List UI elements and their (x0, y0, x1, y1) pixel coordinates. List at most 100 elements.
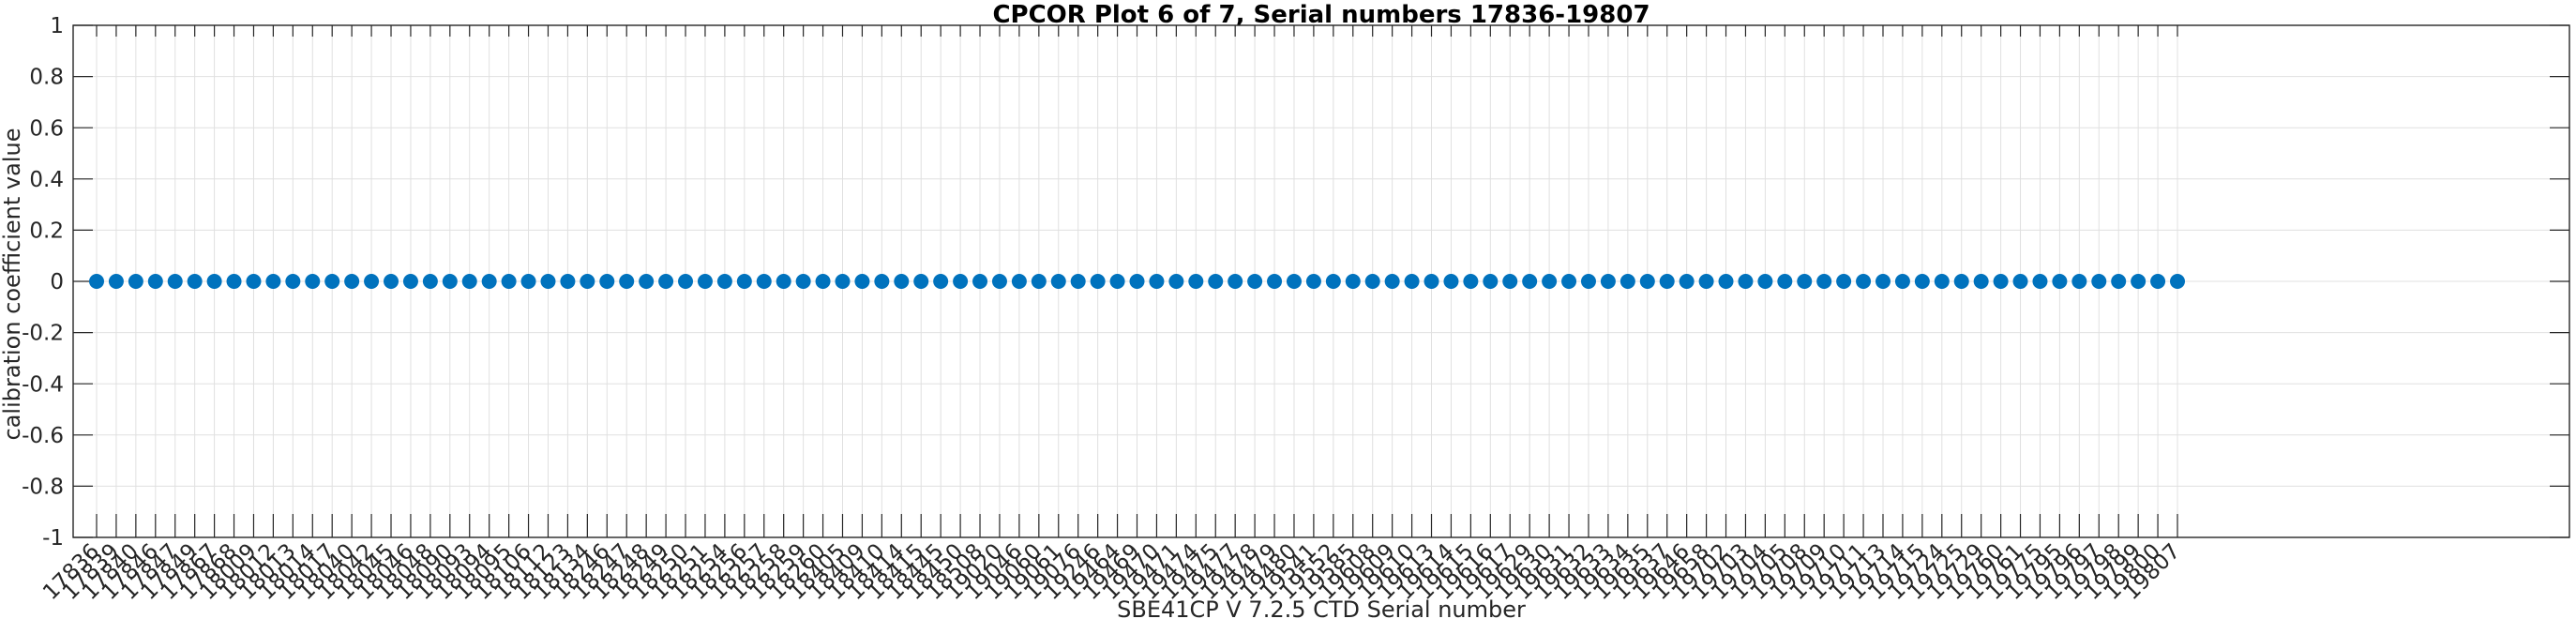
data-point (305, 274, 321, 289)
data-point (1364, 274, 1380, 289)
data-point (108, 274, 124, 289)
data-point (716, 274, 732, 289)
data-point (1973, 274, 1989, 289)
data-point (1875, 274, 1891, 289)
data-point (1561, 274, 1577, 289)
data-point (520, 274, 536, 289)
data-point (1109, 274, 1125, 289)
data-point (619, 274, 635, 289)
data-point (736, 274, 752, 289)
data-point (894, 274, 910, 289)
data-point (1129, 274, 1145, 289)
data-point (285, 274, 301, 289)
data-point (1698, 274, 1714, 289)
data-point (1168, 274, 1184, 289)
data-point (384, 274, 399, 289)
data-point (933, 274, 949, 289)
data-point (1325, 274, 1341, 289)
data-point (364, 274, 380, 289)
data-point (1502, 274, 1518, 289)
data-point (402, 274, 418, 289)
data-point (1345, 274, 1361, 289)
data-point (953, 274, 969, 289)
data-point (1188, 274, 1204, 289)
data-point (1404, 274, 1420, 289)
data-point (1914, 274, 1930, 289)
data-point (1149, 274, 1165, 289)
data-point (776, 274, 791, 289)
data-point (1542, 274, 1558, 289)
data-point (991, 274, 1007, 289)
data-point (1816, 274, 1832, 289)
data-point (422, 274, 438, 289)
data-point (1424, 274, 1439, 289)
data-point (639, 274, 655, 289)
data-point (2091, 274, 2107, 289)
data-point (1757, 274, 1773, 289)
data-point (461, 274, 477, 289)
y-tick-label: 0.4 (29, 168, 64, 192)
data-point (1208, 274, 1224, 289)
data-point (560, 274, 576, 289)
data-point (795, 274, 811, 289)
data-point (128, 274, 143, 289)
data-point (1463, 274, 1479, 289)
data-point (1639, 274, 1655, 289)
data-point (2150, 274, 2166, 289)
data-point (246, 274, 262, 289)
data-point (580, 274, 595, 289)
data-point (2071, 274, 2087, 289)
data-point (697, 274, 713, 289)
data-point (1384, 274, 1400, 289)
data-point (1600, 274, 1616, 289)
data-point (2052, 274, 2068, 289)
data-point (1894, 274, 1910, 289)
data-point (1070, 274, 1086, 289)
y-tick-label: -0.6 (22, 424, 64, 448)
data-point (1580, 274, 1596, 289)
data-point (1953, 274, 1969, 289)
data-point (1305, 274, 1321, 289)
data-point (1286, 274, 1302, 289)
data-point (1031, 274, 1047, 289)
data-point (1443, 274, 1459, 289)
data-point (481, 274, 497, 289)
data-point (147, 274, 163, 289)
data-point (835, 274, 851, 289)
data-point (1050, 274, 1066, 289)
data-point (1836, 274, 1852, 289)
data-point (1659, 274, 1675, 289)
data-point (540, 274, 556, 289)
y-tick-label: 0.6 (29, 116, 64, 141)
x-axis-label: SBE41CP V 7.2.5 CTD Serial number (1117, 596, 1526, 623)
data-point (1679, 274, 1695, 289)
data-point (1267, 274, 1283, 289)
data-point (1856, 274, 1872, 289)
data-point (913, 274, 929, 289)
data-point (1797, 274, 1813, 289)
data-point (1619, 274, 1635, 289)
chart-title: CPCOR Plot 6 of 7, Serial numbers 17836-… (992, 1, 1650, 29)
data-point (2170, 274, 2185, 289)
data-point (874, 274, 890, 289)
data-point (1483, 274, 1499, 289)
data-point (854, 274, 870, 289)
data-point (1777, 274, 1793, 289)
data-point (1247, 274, 1263, 289)
data-point (501, 274, 517, 289)
data-point (344, 274, 360, 289)
data-point (2131, 274, 2147, 289)
data-point (599, 274, 615, 289)
data-point (815, 274, 831, 289)
data-point (972, 274, 988, 289)
data-point (1522, 274, 1538, 289)
data-point (658, 274, 674, 289)
y-tick-label: -1 (42, 526, 64, 551)
data-point (442, 274, 458, 289)
y-tick-label: -0.4 (22, 372, 64, 397)
data-point (89, 274, 104, 289)
y-tick-label: 1 (50, 14, 64, 38)
data-point (1718, 274, 1734, 289)
data-point (265, 274, 281, 289)
